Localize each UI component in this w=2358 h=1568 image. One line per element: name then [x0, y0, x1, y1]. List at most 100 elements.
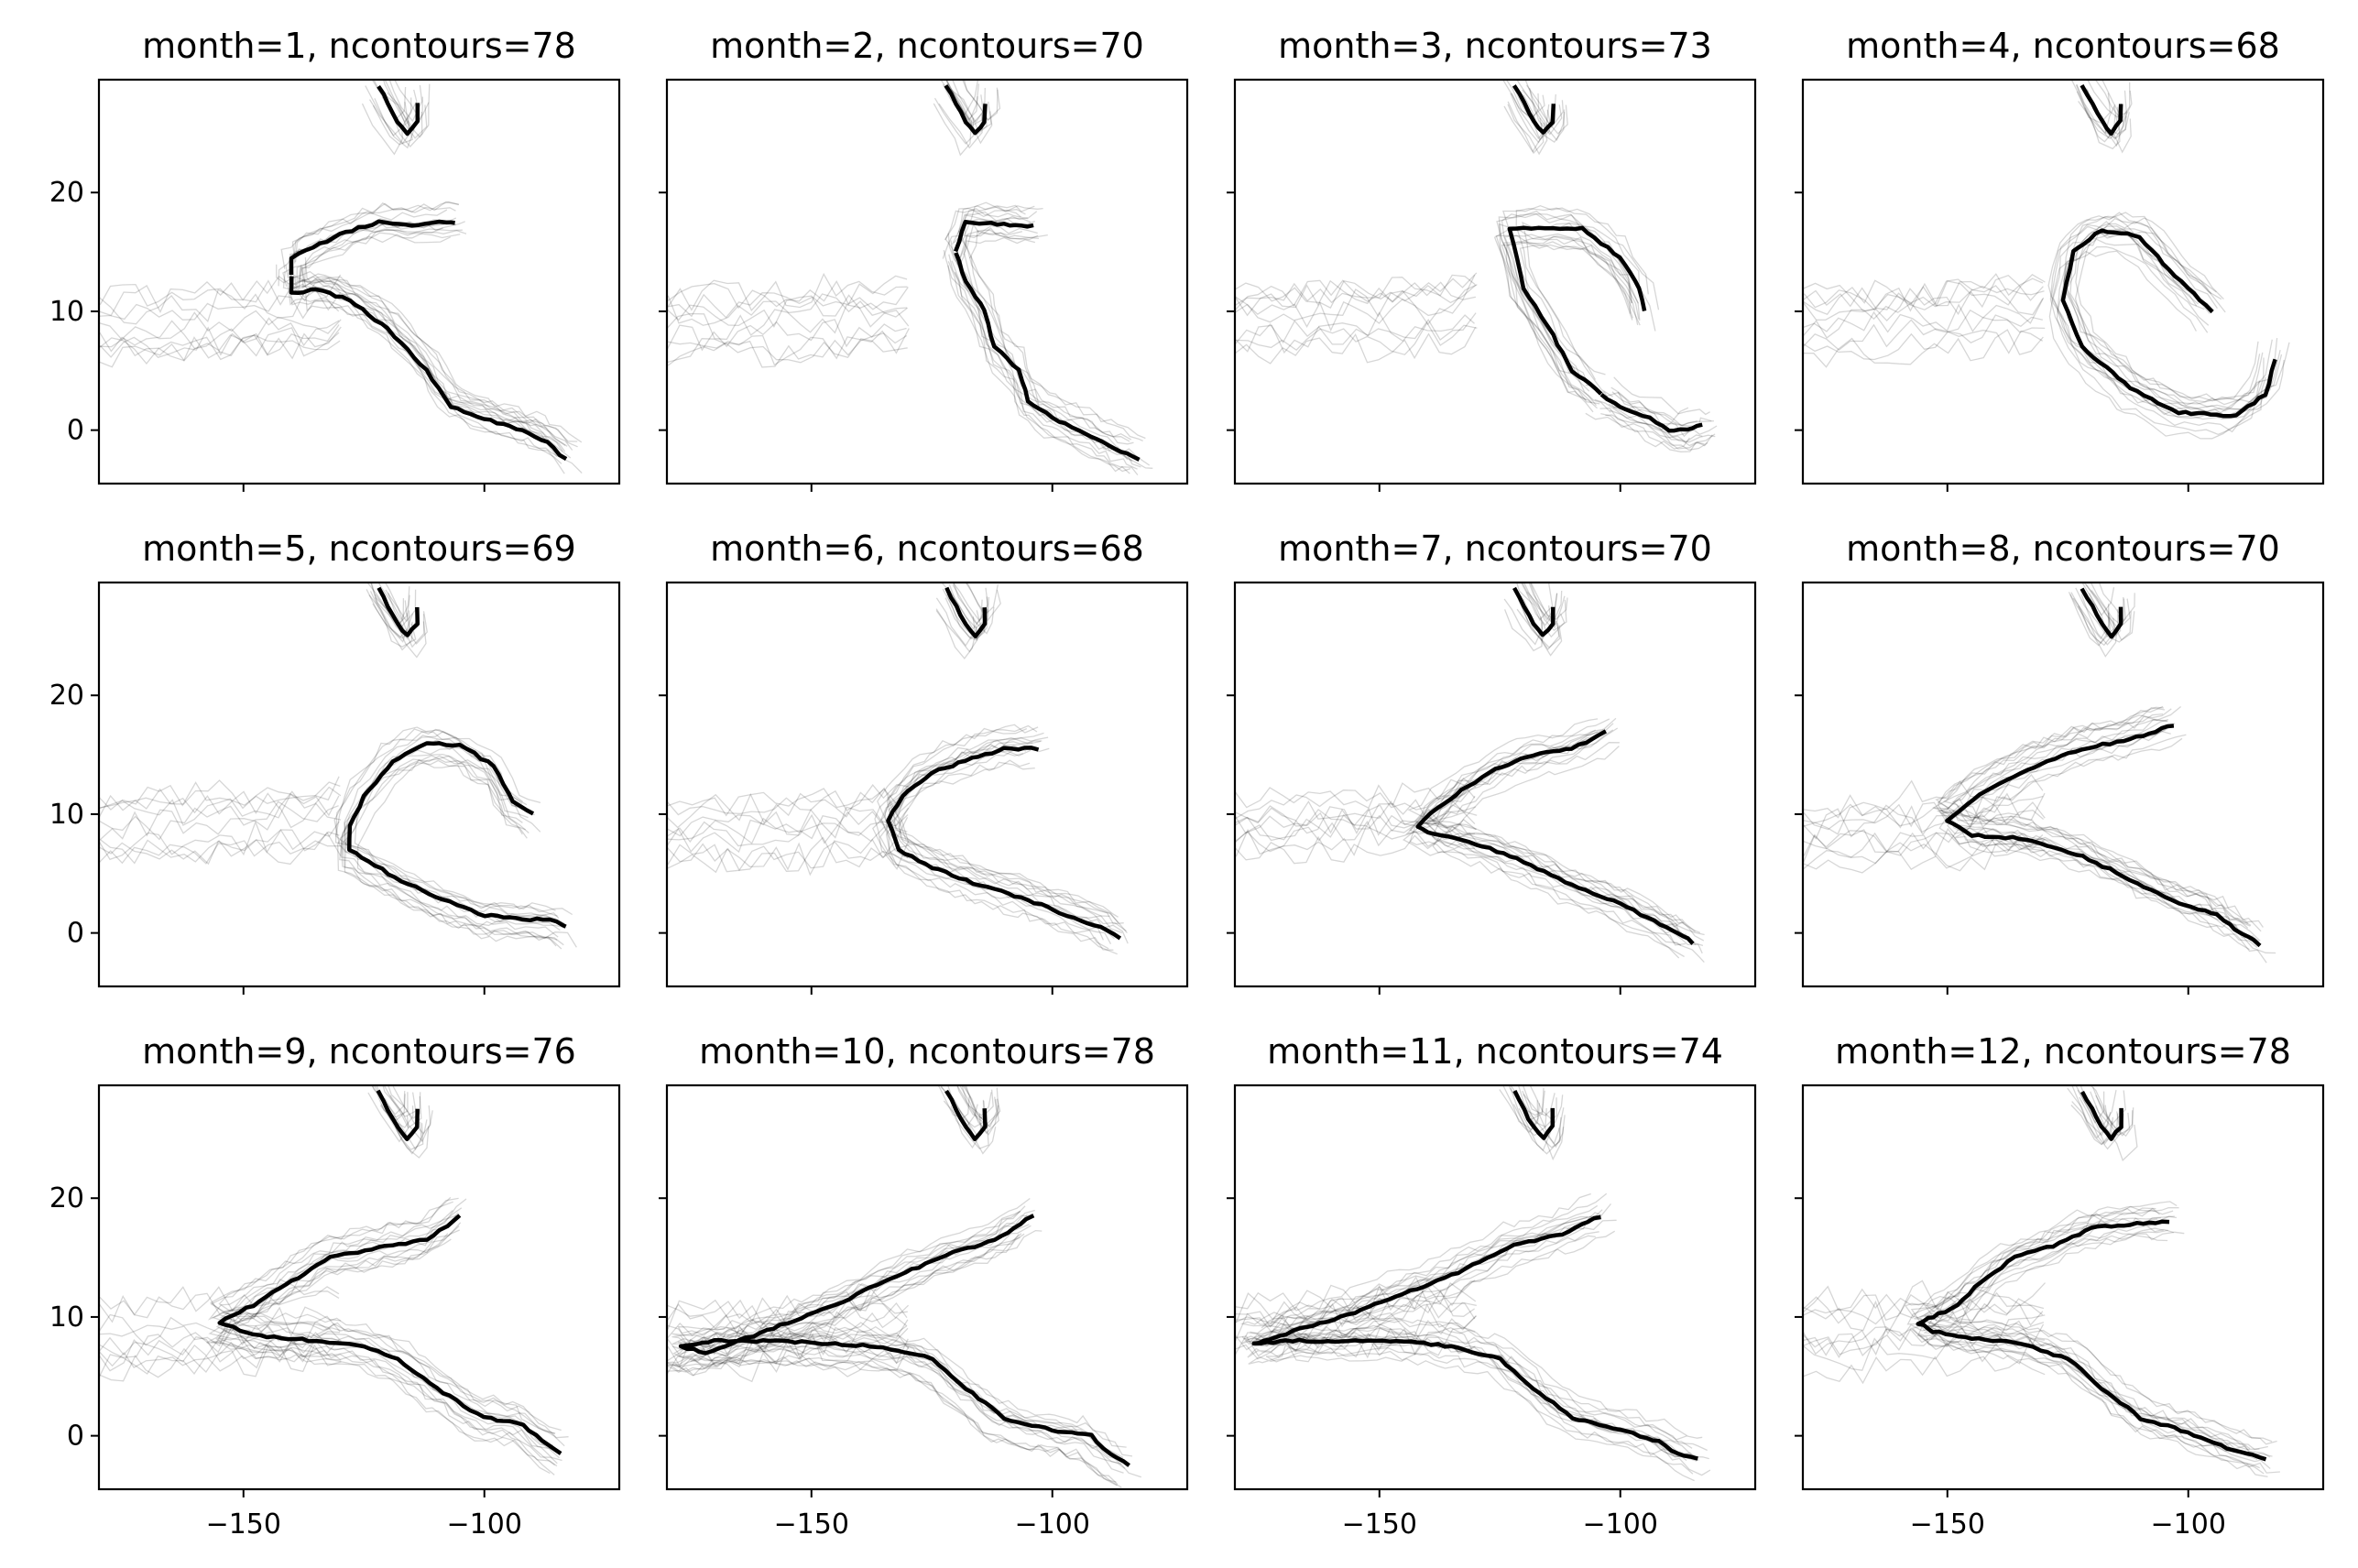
ensemble-contour [1250, 1204, 1693, 1449]
ensemble-contour [938, 103, 983, 149]
ensemble-contour [1803, 329, 2044, 361]
ensemble-contour [99, 839, 342, 866]
top-mean-contour [2080, 83, 2123, 136]
ensemble-contour [1803, 273, 2046, 312]
ensemble-contour [2070, 1105, 2112, 1146]
axes-frame [665, 78, 1189, 485]
ensemble-contour [293, 206, 456, 259]
ensemble-contour [1409, 737, 1685, 958]
mean-contour [1251, 1214, 1698, 1461]
mean-contour [1415, 729, 1695, 945]
ensemble-contour [2057, 238, 2271, 433]
ensemble-contour [958, 235, 1143, 441]
ensemble-contour [1803, 273, 2044, 310]
ensemble-contour [2075, 217, 2290, 406]
ensemble-contour [1803, 1322, 2045, 1356]
ensemble-contour [99, 1331, 341, 1363]
axes-frame [97, 78, 621, 485]
ensemble-contour [1937, 707, 2249, 929]
mean-contour [1945, 724, 2262, 948]
ensemble-contour [382, 80, 418, 124]
x-tick-label: −150 [206, 1508, 281, 1541]
ensemble-contour [387, 92, 430, 138]
ensemble-contour [384, 80, 423, 130]
ensemble-contour [2095, 1094, 2134, 1138]
ensemble-contour [368, 594, 414, 643]
ensemble-contour [1613, 376, 1710, 416]
ensemble-contour [667, 319, 907, 352]
ensemble-contour [1938, 728, 2250, 951]
ensemble-contour [1521, 583, 1558, 622]
ensemble-contour [1803, 1297, 2044, 1325]
ensemble-contour [1247, 1231, 1694, 1475]
mean-contour [347, 741, 567, 929]
ensemble-contour [1511, 93, 1550, 140]
ensemble-contour [1803, 285, 2044, 322]
ensemble-contour [1524, 80, 1564, 128]
ensemble-contour [1503, 609, 1543, 652]
plot-area [99, 80, 583, 474]
ensemble-contour [99, 793, 340, 826]
ensemble-contour [1585, 412, 1690, 450]
ensemble-contour [356, 755, 577, 948]
axes-frame [665, 1083, 1189, 1491]
top-mean-contour [377, 586, 420, 637]
ensemble-contour [2089, 593, 2132, 643]
ensemble-contour [1522, 89, 1563, 136]
ensemble-contour [99, 1286, 340, 1323]
ensemble-contour [690, 1229, 1142, 1478]
ensemble-contour [874, 744, 1104, 941]
plot-area [1235, 583, 1705, 964]
ensemble-contour [2047, 215, 2259, 405]
ensemble-contour [1235, 311, 1475, 345]
ensemble-contour [942, 231, 1023, 259]
ensemble-contour [1407, 718, 1684, 924]
ensemble-contour [964, 201, 1043, 234]
top-mean-contour [1512, 586, 1556, 637]
ensemble-contour [1235, 312, 1477, 354]
ensemble-contour [1235, 778, 1477, 820]
ensemble-contour [99, 317, 340, 353]
x-tick-label: −100 [2151, 1508, 2226, 1541]
ensemble-contour [667, 784, 909, 816]
ensemble-contour [1235, 1326, 1476, 1360]
ensemble-contour [298, 265, 578, 442]
ensemble-contour [667, 1297, 908, 1330]
ensemble-contour [942, 588, 983, 640]
ensemble-contour [2063, 212, 2278, 401]
ensemble-contour [1523, 583, 1563, 625]
ensemble-contour [1947, 730, 2258, 948]
ensemble-contour [667, 841, 909, 877]
ensemble-contour [99, 779, 341, 810]
y-tick-label: 20 [49, 1182, 84, 1214]
ensemble-contour [879, 759, 1114, 951]
ensemble-contour [667, 1327, 909, 1362]
ensemble-contour [2075, 1085, 2105, 1124]
ensemble-contour [1803, 1322, 2045, 1356]
mean-contour [289, 219, 455, 275]
mean-contour [953, 219, 1034, 253]
ensemble-contour [2085, 584, 2126, 629]
ensemble-contour [1261, 1192, 1703, 1439]
ensemble-contour [1529, 583, 1567, 632]
ensemble-contour [1803, 297, 2045, 333]
panel-title: month=9, ncontours=76 [142, 1031, 576, 1072]
ensemble-contour [217, 1229, 558, 1465]
ensemble-contour [2084, 583, 2124, 637]
ensemble-contour [2075, 84, 2116, 135]
ensemble-contour [99, 334, 341, 361]
ensemble-contour [1905, 1207, 2251, 1450]
ensemble-contour [935, 608, 978, 653]
ensemble-contour [2076, 83, 2118, 139]
ensemble-contour [1501, 241, 1641, 413]
x-tick-label: −150 [774, 1508, 849, 1541]
ensemble-contour [369, 591, 410, 639]
ensemble-contour [667, 1234, 1118, 1486]
x-tick-label: −150 [1342, 1508, 1417, 1541]
ensemble-contour [950, 89, 992, 133]
mean-contour [678, 1214, 1130, 1467]
ensemble-contour [1932, 713, 2251, 927]
panel-month-2: month=2, ncontours=70 [659, 26, 1189, 492]
ensemble-contour [1803, 841, 2045, 874]
ensemble-contour [303, 221, 465, 283]
